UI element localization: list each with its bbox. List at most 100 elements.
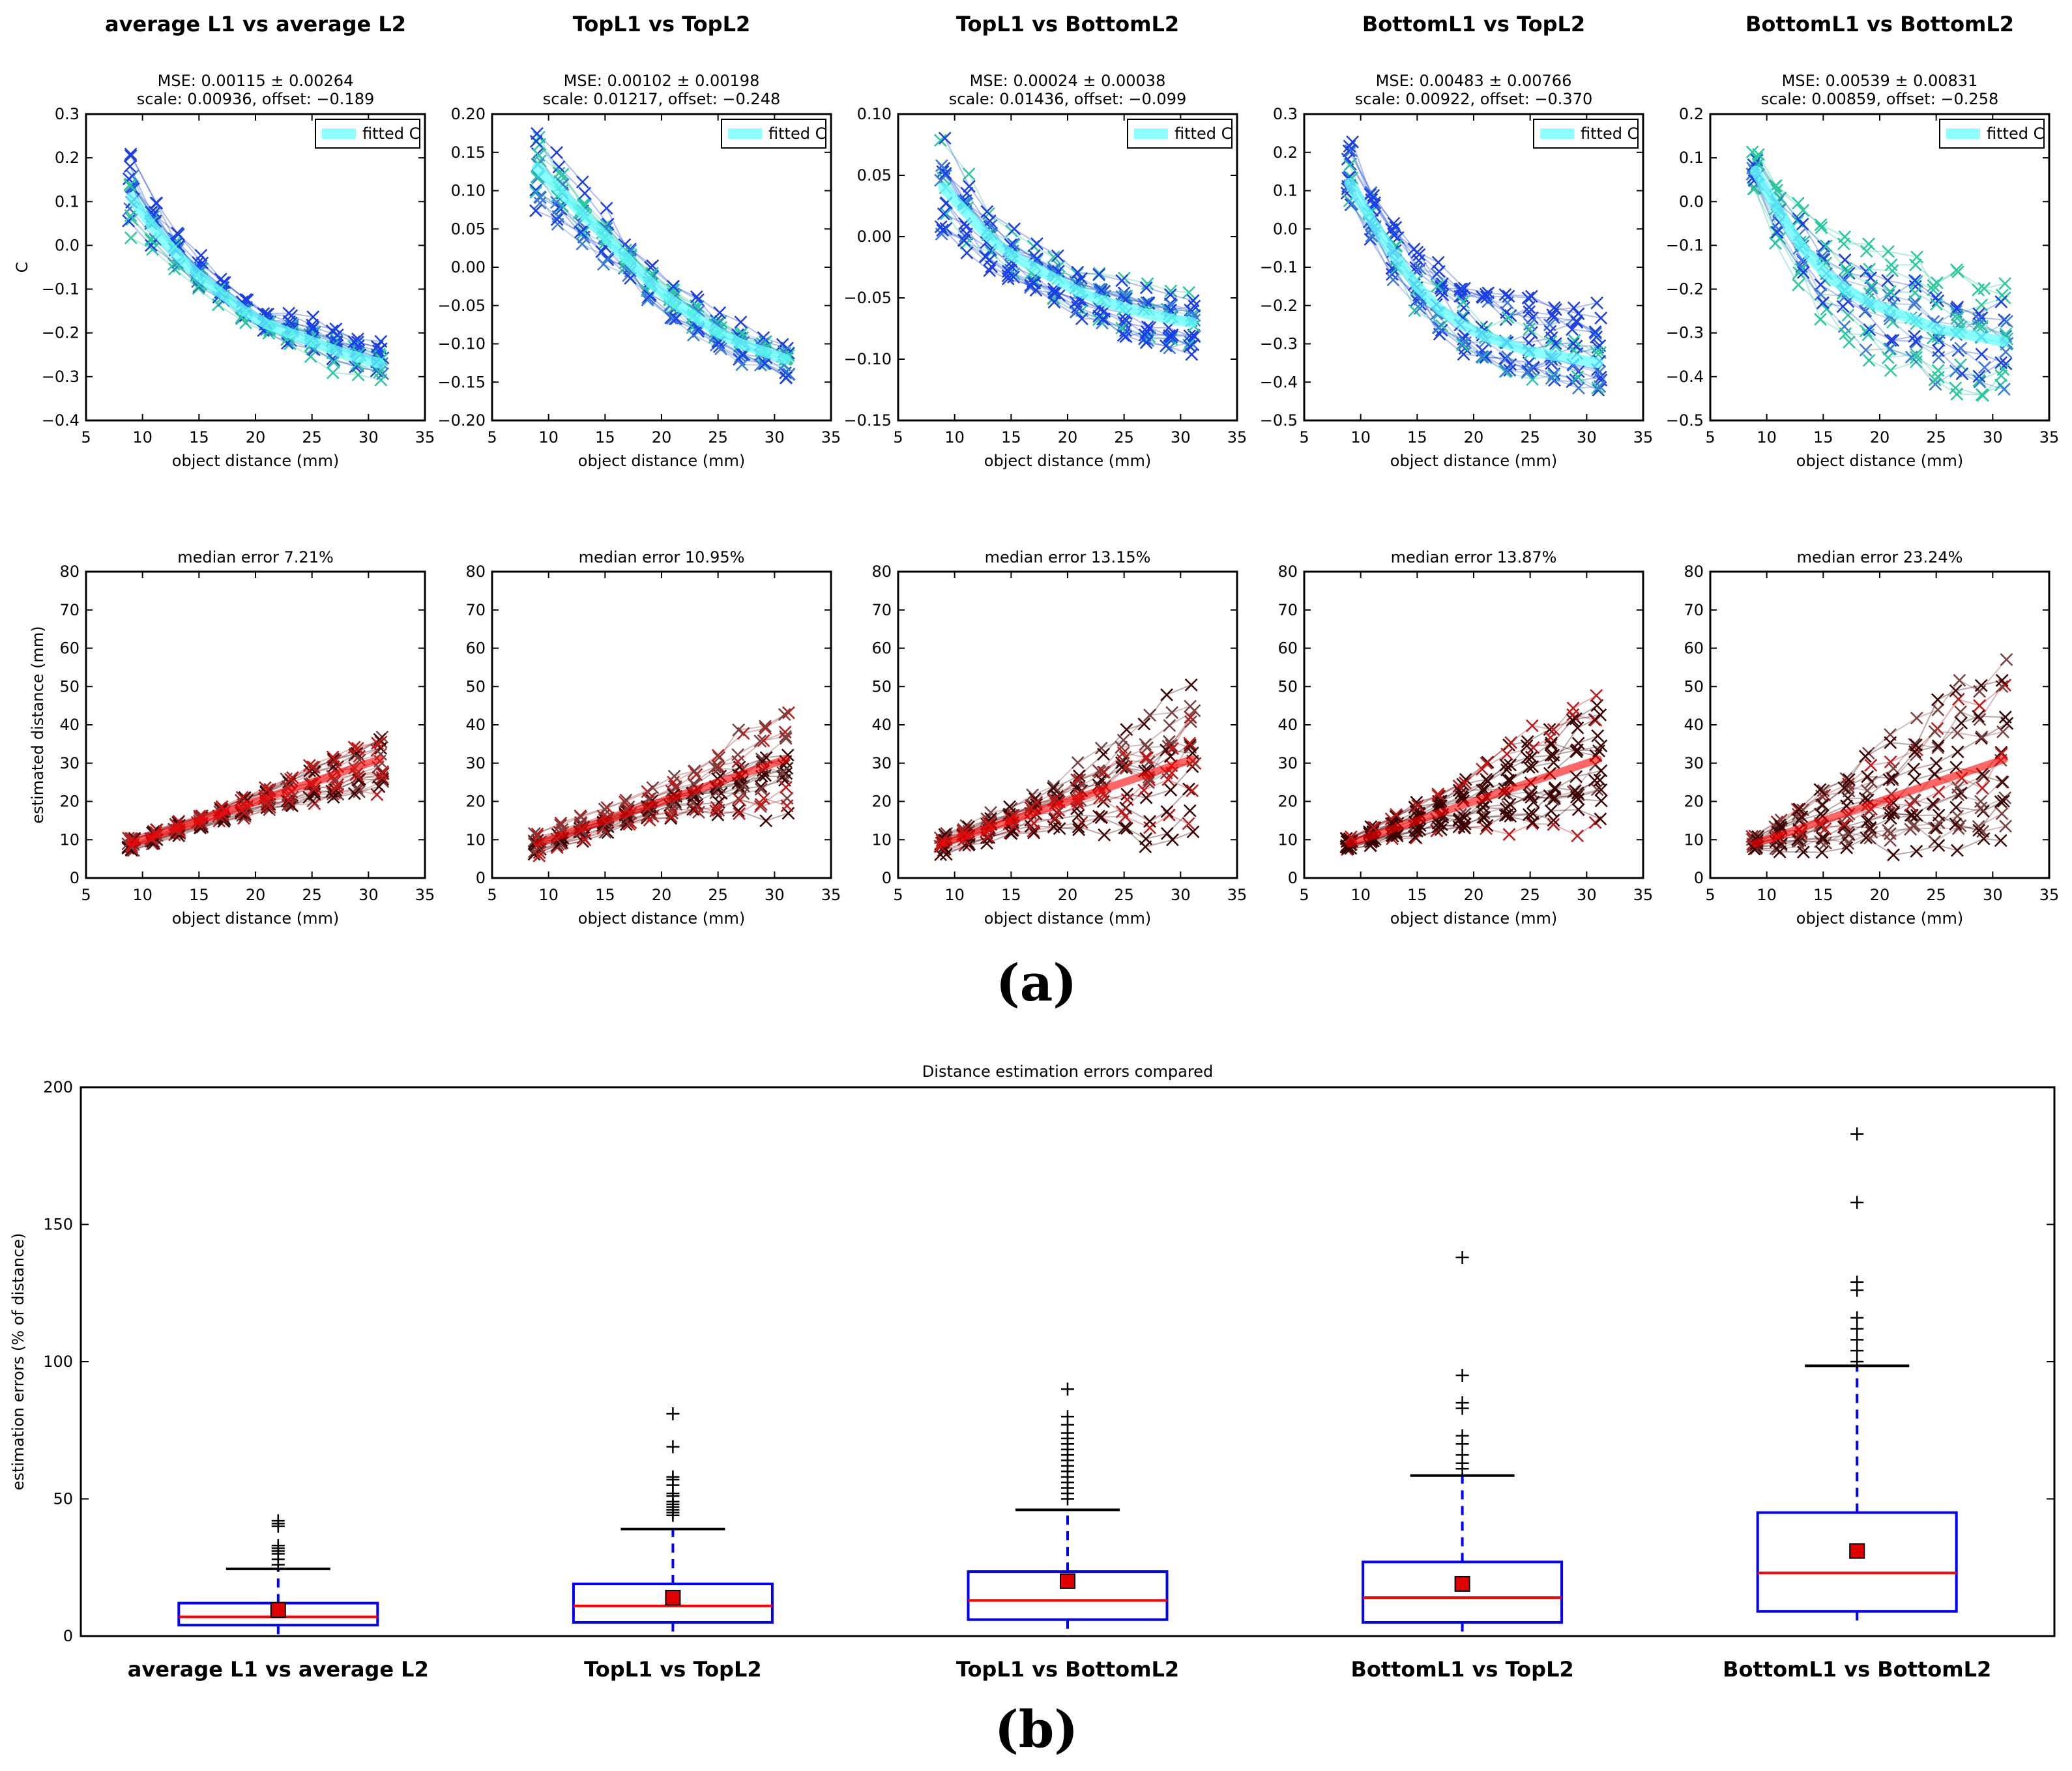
data-marker [1910, 351, 1923, 364]
data-marker [1479, 351, 1493, 364]
y-tick-label: 0.00 [857, 227, 892, 246]
data-marker [1523, 305, 1536, 319]
data-marker [261, 798, 275, 812]
data-marker [1454, 786, 1468, 800]
data-marker [1120, 761, 1133, 775]
data-marker [1051, 249, 1064, 263]
data-marker [1570, 790, 1583, 804]
data-marker [1950, 308, 1964, 321]
x-tick-label: 15 [189, 886, 209, 904]
x-tick-label: 5 [1299, 886, 1309, 904]
data-marker [734, 315, 748, 329]
data-marker [1522, 808, 1536, 821]
data-marker [1501, 311, 1515, 325]
y-tick-label: 20 [59, 793, 80, 811]
data-marker [1072, 823, 1086, 836]
data-marker [302, 759, 316, 772]
data-marker [282, 794, 296, 807]
data-marker [1071, 300, 1085, 314]
data-marker [1814, 278, 1828, 291]
data-marker [1452, 783, 1466, 797]
data-series-line [1349, 145, 1601, 319]
data-marker [1998, 679, 2012, 692]
data-marker [1094, 773, 1108, 787]
data-marker [1143, 709, 1157, 722]
chart-title: median error 7.21% [177, 548, 334, 566]
data-marker [1092, 313, 1105, 327]
data-marker [935, 159, 948, 173]
data-marker [1075, 272, 1088, 285]
data-marker [373, 366, 387, 379]
data-marker [1750, 152, 1764, 165]
data-marker [238, 791, 252, 804]
x-tick-label: 5 [1299, 428, 1309, 446]
data-marker [1865, 281, 1878, 295]
data-marker [1837, 817, 1851, 830]
data-marker [1521, 735, 1534, 748]
data-marker [710, 800, 723, 814]
data-marker [1904, 808, 1918, 822]
data-marker [552, 160, 566, 173]
data-marker [1910, 809, 1923, 822]
data-marker [1571, 803, 1585, 816]
data-marker [1747, 158, 1760, 171]
data-marker [1047, 780, 1060, 793]
x-tick-label: 30 [358, 428, 379, 446]
data-marker [196, 256, 209, 270]
fitted-line [126, 192, 385, 369]
x-tick-label: 15 [1813, 886, 1833, 904]
data-marker [1909, 347, 1923, 361]
data-marker [962, 820, 975, 834]
data-marker [1411, 798, 1425, 812]
data-marker [1435, 818, 1448, 831]
data-marker [1840, 799, 1853, 813]
data-marker [1523, 317, 1537, 331]
data-marker [1004, 827, 1018, 840]
data-marker [1387, 216, 1401, 230]
data-marker [1526, 760, 1539, 774]
x-tick-label: 20 [246, 428, 266, 446]
data-marker [1162, 735, 1176, 748]
chart-fit-params: scale: 0.00922, offset: −0.370 [1355, 90, 1593, 108]
data-marker [600, 201, 613, 215]
data-series-line [537, 712, 789, 835]
chart-title: median error 10.95% [579, 548, 745, 566]
data-marker [759, 814, 773, 828]
data-marker [1458, 282, 1471, 295]
data-marker [1523, 322, 1536, 336]
data-marker [780, 799, 794, 813]
data-marker [1886, 773, 1899, 787]
data-marker [1184, 739, 1197, 752]
y-tick-label: −0.2 [1666, 280, 1704, 299]
data-marker [529, 183, 542, 197]
data-marker [1547, 813, 1560, 827]
y-tick-label: 50 [1684, 677, 1704, 695]
data-marker [1951, 781, 1964, 794]
data-marker [1186, 825, 1200, 838]
data-marker [601, 251, 615, 265]
data-marker [1840, 265, 1854, 279]
data-marker [552, 166, 566, 180]
data-marker [554, 816, 568, 830]
y-tick-label: 40 [1684, 716, 1704, 734]
data-marker [1183, 329, 1197, 343]
data-marker [1543, 318, 1556, 332]
data-marker [1816, 798, 1830, 812]
data-marker [595, 245, 609, 259]
x-tick-label: 30 [765, 886, 785, 904]
x-tick-label: 30 [1983, 428, 2003, 446]
y-tick-label: −0.5 [1666, 411, 1704, 430]
data-marker [349, 768, 363, 782]
y-tick-label: −0.20 [437, 411, 486, 430]
data-marker [1476, 810, 1490, 824]
data-marker [1476, 800, 1489, 814]
data-marker [1842, 784, 1856, 798]
y-tick-label: −0.1 [1260, 258, 1298, 276]
data-marker [1951, 265, 1964, 278]
data-series-line [941, 716, 1191, 842]
y-tick-label: 0.05 [451, 220, 486, 238]
data-marker [1165, 332, 1178, 346]
data-marker [619, 793, 633, 807]
data-marker [1910, 748, 1923, 761]
